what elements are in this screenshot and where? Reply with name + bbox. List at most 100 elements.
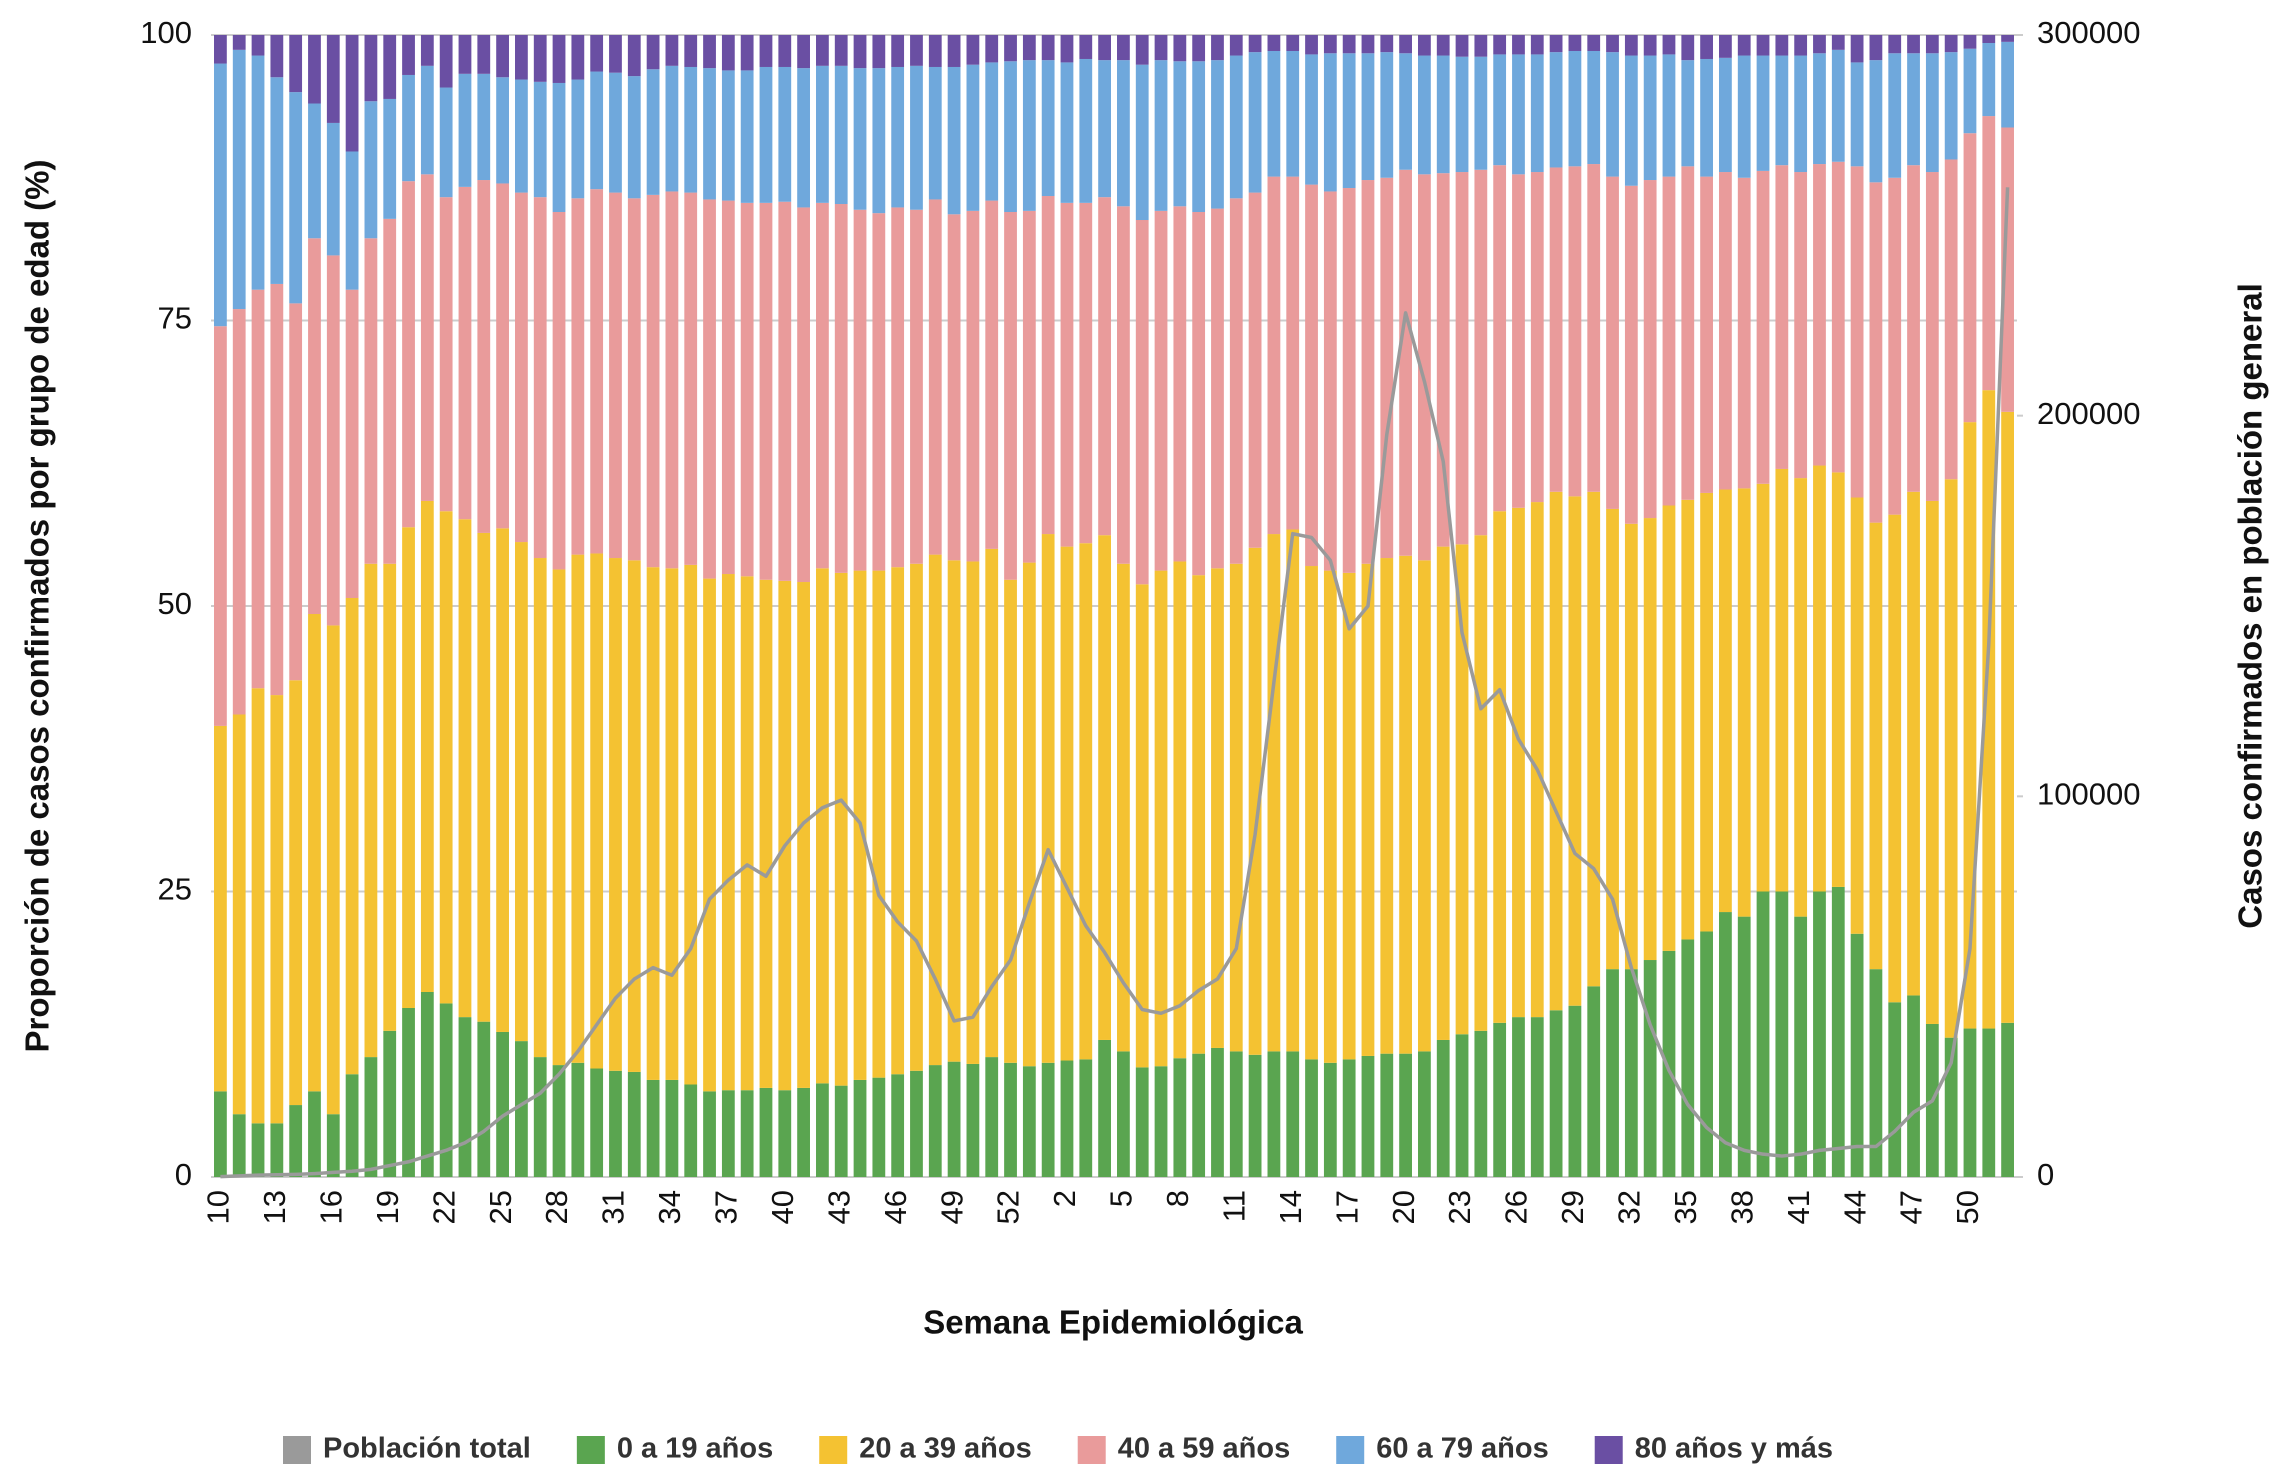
bar-segment — [778, 66, 792, 202]
bar-segment — [1154, 1066, 1168, 1177]
bar-segment — [1192, 35, 1206, 62]
bar-segment — [1756, 170, 1770, 484]
bar-segment — [703, 35, 716, 69]
bar-segment — [853, 209, 867, 571]
bar-segment — [420, 35, 434, 66]
bar-segment — [1418, 55, 1431, 175]
bar-segment — [496, 77, 509, 184]
bar-segment — [1530, 502, 1544, 1018]
bar-segment — [458, 1017, 472, 1177]
bar-segment — [1361, 53, 1375, 181]
bar-segment — [966, 35, 980, 65]
bar-segment — [1004, 1062, 1017, 1177]
x-tick-label: 28 — [539, 1190, 574, 1224]
bar-segment — [1700, 931, 1713, 1177]
bar-segment — [1022, 60, 1036, 211]
bar-segment — [1418, 174, 1431, 561]
bar-segment — [251, 688, 265, 1124]
bar-segment — [383, 218, 397, 564]
bar-segment — [1041, 196, 1055, 535]
legend-label: 0 a 19 años — [617, 1433, 773, 1465]
bar-segment — [1907, 491, 1920, 996]
bar-segment — [872, 68, 886, 214]
bar-segment — [1248, 35, 1262, 53]
bar-segment — [1982, 42, 1996, 117]
x-tick-label: 29 — [1555, 1190, 1590, 1224]
bar-segment — [1342, 35, 1356, 54]
bar-segment — [1944, 52, 1958, 160]
x-tick-label: 50 — [1950, 1190, 1985, 1224]
bar-segment — [609, 1070, 622, 1177]
bar-segment — [345, 1074, 359, 1177]
bar-segment — [383, 98, 397, 219]
bar-segment — [345, 289, 359, 599]
y2-tick-label: 0 — [2037, 1157, 2054, 1192]
bar-segment — [1248, 52, 1262, 193]
lines — [220, 187, 2010, 1179]
bar-segment — [515, 35, 528, 80]
bar-segment — [1342, 1059, 1356, 1177]
bar-segment — [1380, 35, 1394, 53]
bar-segment — [627, 560, 641, 1072]
bar-segment — [552, 82, 566, 213]
bar-segment — [1211, 60, 1224, 209]
bar-segment — [1606, 52, 1619, 177]
bar-segment — [1662, 505, 1676, 951]
bar-segment — [1662, 950, 1676, 1177]
bar-segment — [759, 202, 773, 580]
legend-label: 40 a 59 años — [1118, 1433, 1291, 1465]
legend-swatch — [819, 1436, 848, 1464]
bar-segment — [1286, 529, 1300, 1052]
bar-segment — [1493, 35, 1507, 55]
bar-segment — [383, 1030, 397, 1177]
bar-segment — [1173, 206, 1187, 562]
bar-segment — [1982, 1028, 1996, 1177]
bar-segment — [1455, 172, 1469, 545]
bar-segment — [1079, 35, 1093, 59]
bar-segment — [834, 1085, 848, 1177]
bar-segment — [1756, 35, 1770, 56]
bar-segment — [1963, 35, 1977, 49]
bar-segment — [1323, 570, 1337, 1063]
bar-segment — [947, 1061, 961, 1177]
bar-segment — [778, 201, 792, 581]
bar-segment — [703, 578, 716, 1092]
bar-segment — [1022, 210, 1036, 563]
bar-segment — [458, 35, 472, 74]
bar-segment — [1117, 60, 1130, 207]
bar-segment — [947, 66, 961, 215]
bar-segment — [1361, 180, 1375, 564]
bar-segment — [420, 500, 434, 992]
bar-segment — [1888, 177, 1902, 515]
bar-segment — [1700, 176, 1713, 493]
bar-segment — [1944, 35, 1958, 53]
bar-segment — [1323, 53, 1337, 192]
bar-segment — [1850, 933, 1864, 1177]
bar-segment — [1831, 886, 1845, 1177]
bar-segment — [1004, 212, 1017, 580]
bar-segment — [1775, 891, 1789, 1177]
bar-segment — [966, 64, 980, 211]
bar-segment — [1850, 62, 1864, 167]
bar-segment — [1192, 61, 1206, 213]
x-tick-label: 2 — [1047, 1190, 1082, 1207]
bar-segment — [1135, 35, 1149, 65]
bar-segment — [326, 122, 340, 256]
x-tick-label: 37 — [709, 1190, 744, 1224]
bar-segment — [816, 1083, 829, 1177]
bar-segment — [947, 35, 961, 67]
bar-segment — [1982, 116, 1996, 391]
bar-segment — [515, 79, 528, 193]
x-tick-label: 31 — [596, 1190, 631, 1224]
bar-segment — [308, 238, 321, 614]
bar-segment — [1173, 35, 1187, 62]
bar-segment — [1587, 491, 1601, 987]
bar-segment — [1380, 558, 1394, 1054]
legend-swatch — [576, 1436, 605, 1464]
bar-segment — [402, 181, 415, 528]
bar-segment — [1380, 1053, 1394, 1177]
bar-segment — [1737, 55, 1751, 178]
bar-segment — [1022, 562, 1036, 1067]
bar-segment — [270, 1123, 284, 1177]
bar-segment — [834, 35, 848, 66]
